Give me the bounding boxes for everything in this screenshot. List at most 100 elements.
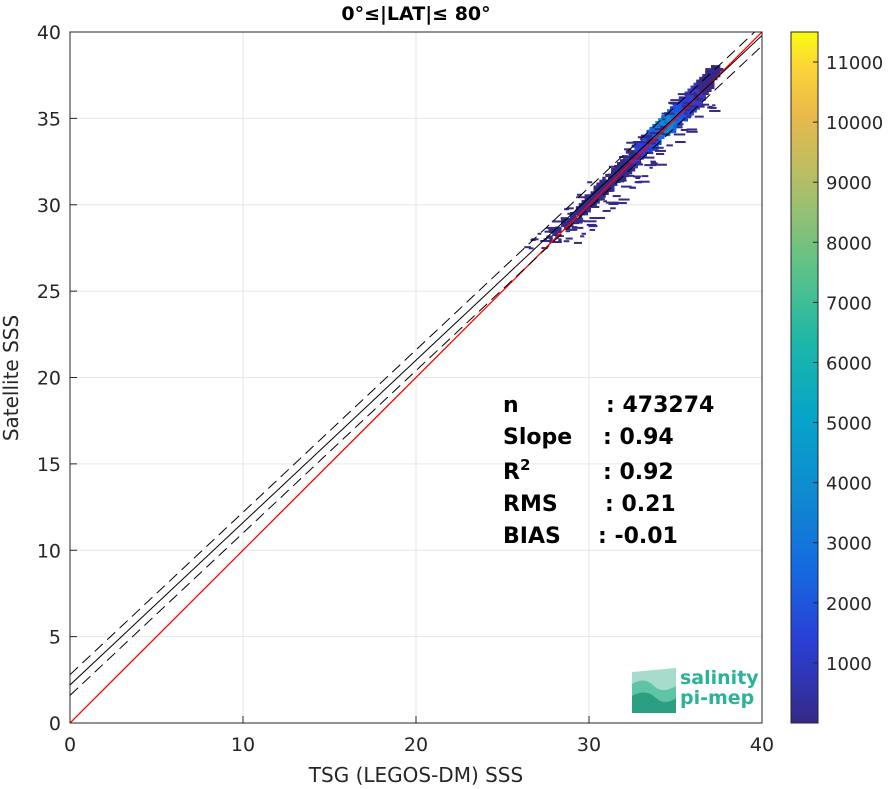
density-cell <box>696 100 700 104</box>
density-cell <box>631 150 636 154</box>
density-cell <box>690 94 694 98</box>
density-cell <box>672 109 677 113</box>
density-cell <box>524 246 532 249</box>
density-cell <box>690 112 694 116</box>
density-cell <box>708 88 712 92</box>
density-cell <box>608 185 612 189</box>
density-cell <box>576 193 582 196</box>
density-cell <box>625 156 630 160</box>
y-tick-label: 10 <box>37 540 61 562</box>
density-cell <box>576 196 585 199</box>
density-cell <box>675 109 680 113</box>
density-cell <box>567 207 574 210</box>
density-cell <box>565 237 573 240</box>
colorbar-tick-label: 9000 <box>826 173 872 194</box>
density-cell <box>669 123 674 128</box>
density-cell <box>658 118 662 122</box>
density-cell <box>567 220 571 225</box>
colorbar-tick-label: 1000 <box>826 654 872 675</box>
density-cell <box>705 79 709 84</box>
density-cell <box>587 194 591 198</box>
density-cell <box>658 120 662 125</box>
density-cell <box>664 120 668 125</box>
density-cell <box>561 223 565 228</box>
density-cell <box>608 165 616 168</box>
density-cell <box>563 240 570 243</box>
density-cell <box>640 141 644 145</box>
density-cell <box>622 176 627 181</box>
density-cell <box>635 161 642 164</box>
y-tick-label: 30 <box>37 195 61 217</box>
y-axis-ticks: 0 5 10 15 20 25 30 35 40 <box>37 22 77 735</box>
density-cell <box>649 147 653 151</box>
wave-logo-icon <box>632 668 676 713</box>
density-cell <box>617 162 621 166</box>
density-cell <box>675 118 680 122</box>
density-cell <box>714 73 718 78</box>
density-cell <box>586 223 597 226</box>
colorbar <box>790 31 819 724</box>
density-cell <box>572 220 577 225</box>
density-cell <box>576 219 585 222</box>
density-cell <box>672 123 677 128</box>
density-cell <box>654 128 665 131</box>
x-axis-ticks: 0 10 20 30 40 <box>64 716 774 756</box>
density-cell <box>684 118 689 122</box>
density-cell <box>602 179 606 184</box>
density-cell <box>611 185 615 189</box>
density-cell <box>677 123 684 126</box>
stats-panel: n: 473274 Slope: 0.94 R2: 0.92 RMS: 0.21 BIA… <box>503 393 714 549</box>
density-cell <box>678 115 683 119</box>
density-cell <box>700 103 710 106</box>
density-cell <box>626 141 636 144</box>
density-cell <box>717 71 721 75</box>
density-cell <box>661 135 665 139</box>
density-cell <box>588 225 598 228</box>
line-fit <box>70 35 762 686</box>
density-cell <box>685 93 698 96</box>
density-cell <box>587 209 591 213</box>
density-cell <box>708 71 712 75</box>
density-cell <box>622 165 627 169</box>
density-cell <box>714 71 718 75</box>
density-cell <box>608 179 612 184</box>
stat-value: : 0.21 <box>605 492 676 517</box>
density-cell <box>681 100 686 104</box>
density-cell <box>614 173 618 178</box>
density-cell <box>649 129 653 134</box>
density-cell <box>699 100 703 104</box>
density-cell <box>599 187 609 190</box>
density-cell <box>618 198 630 201</box>
density-cell <box>655 129 659 134</box>
density-cell <box>625 150 630 154</box>
y-tick-label: 5 <box>49 627 61 649</box>
density-cell <box>711 65 715 69</box>
density-cell <box>664 118 668 122</box>
density-cell <box>633 175 642 178</box>
density-cell <box>705 88 709 92</box>
density-cell <box>683 102 689 105</box>
density-cell <box>684 108 692 111</box>
density-cell <box>649 126 653 131</box>
density-cell <box>705 76 709 81</box>
density-cell <box>599 185 603 189</box>
density-cell <box>649 132 662 135</box>
density-cell <box>669 126 674 131</box>
density-cell <box>642 156 655 159</box>
density-cell <box>617 202 627 205</box>
density-cell <box>612 170 618 173</box>
density-cell <box>592 197 600 200</box>
stat-label: n <box>503 393 519 418</box>
density-cell <box>560 217 567 220</box>
density-cell <box>610 207 616 210</box>
density-cell <box>649 166 653 169</box>
density-cell <box>646 129 650 134</box>
density-cell <box>643 138 647 142</box>
density-cell <box>675 123 680 128</box>
y-tick-label: 25 <box>37 281 61 303</box>
density-cell <box>661 115 665 119</box>
density-cell <box>565 230 571 233</box>
density-cell <box>612 180 625 183</box>
density-cell <box>571 226 584 229</box>
density-cell <box>645 152 654 155</box>
